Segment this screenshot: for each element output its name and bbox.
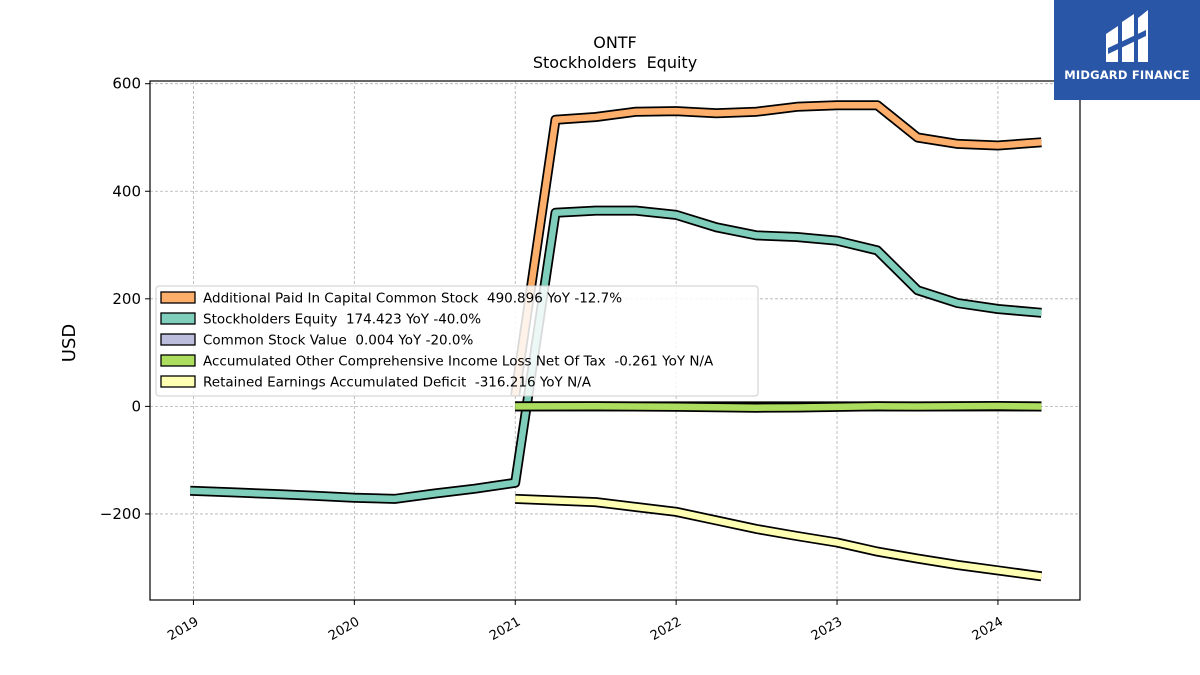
legend-item: Retained Earnings Accumulated Deficit -3…: [160, 375, 592, 391]
plot-frame: [149, 80, 1081, 601]
series-line: [515, 402, 1042, 411]
legend-swatch: [160, 291, 196, 304]
series-lines: [190, 100, 1043, 582]
legend-swatch: [160, 354, 196, 367]
legend-swatch: [160, 312, 196, 325]
x-tick-label: 2023: [809, 614, 845, 644]
midgard-logo-icon: [1106, 10, 1148, 62]
series-additional-paid-in-capital-common-stock: [510, 100, 1042, 397]
legend-item: Stockholders Equity 174.423 YoY -40.0%: [160, 312, 481, 328]
legend-item: Accumulated Other Comprehensive Income L…: [160, 354, 714, 370]
legend-swatch: [160, 375, 196, 388]
x-tick-label: 2019: [165, 614, 201, 644]
y-tick-label: 400: [112, 182, 141, 200]
brand-logo: MIDGARD FINANCE: [1054, 0, 1200, 100]
x-tick-label: 2021: [487, 614, 523, 644]
series-line: [190, 207, 1042, 503]
legend: Additional Paid In Capital Common Stock …: [155, 285, 759, 397]
series-retained-earnings-accumulated-deficit: [515, 493, 1043, 582]
legend-box: [155, 285, 759, 397]
legend-label: Stockholders Equity 174.423 YoY -40.0%: [203, 312, 481, 328]
x-tick-label: 2024: [970, 614, 1006, 644]
series-accumulated-other-comprehensive-income-loss-net-of-tax: [515, 401, 1042, 413]
x-tick-label: 2022: [648, 614, 684, 644]
y-tick-label: 0: [131, 397, 141, 415]
series-stockholders-equity: [190, 205, 1042, 504]
legend-label: Common Stock Value 0.004 YoY -20.0%: [203, 333, 474, 349]
x-axis: 2019 2020 2021 2022 2023 2024: [165, 600, 1006, 644]
legend-item: Additional Paid In Capital Common Stock …: [160, 291, 622, 307]
legend-item: Common Stock Value 0.004 YoY -20.0%: [160, 333, 474, 349]
y-tick-label: −200: [100, 505, 141, 523]
y-axis-label: USD: [59, 324, 80, 362]
legend-label: Additional Paid In Capital Common Stock …: [203, 291, 622, 307]
chart-title: ONTF: [593, 33, 637, 52]
legend-label: Retained Earnings Accumulated Deficit -3…: [203, 375, 592, 391]
series-line: [515, 495, 1042, 580]
series-line: [511, 101, 1042, 397]
y-axis: −200 0 200 400 600: [100, 75, 150, 523]
chart-subtitle: Stockholders Equity: [533, 53, 697, 72]
legend-label: Accumulated Other Comprehensive Income L…: [203, 354, 714, 370]
brand-name: MIDGARD FINANCE: [1064, 68, 1190, 82]
legend-swatch: [160, 333, 196, 346]
y-tick-label: 200: [112, 290, 141, 308]
x-tick-label: 2020: [326, 614, 362, 644]
y-tick-label: 600: [112, 75, 141, 93]
